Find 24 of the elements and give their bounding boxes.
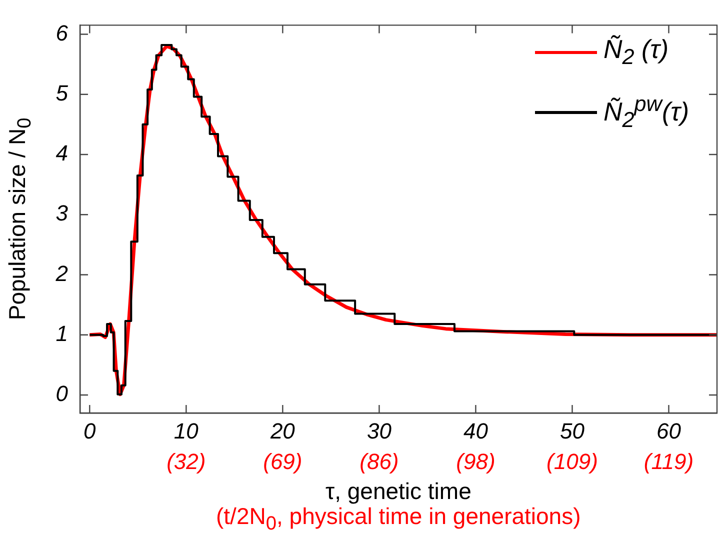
text: (69) (263, 449, 302, 474)
x-tick-label: 30 (366, 418, 392, 444)
x-tick-label: 0 (84, 418, 97, 444)
x-tick-label: 10 (174, 418, 200, 444)
y-tick-label: 0 (56, 381, 69, 406)
x-tick-label: 60 (656, 418, 682, 444)
x-tick-label: 20 (269, 418, 296, 444)
text: (86) (360, 449, 399, 474)
y-tick-label: 5 (56, 80, 69, 106)
y-tick-label: 3 (56, 200, 69, 226)
text: (119) (644, 449, 694, 474)
x-tick-label: 40 (463, 418, 489, 444)
text: (109) (546, 449, 598, 474)
x-axis-title: τ, genetic time (326, 478, 472, 505)
legend-label: Ñ$_{2}$ (τ) (603, 34, 669, 70)
text: (32) (166, 449, 206, 474)
x-tick-label: 50 (560, 418, 586, 444)
y-tick-label: 4 (56, 140, 68, 166)
y-tick-label: 2 (54, 260, 68, 286)
text: (t/2N$_{0}$, physical time in generations) (216, 503, 581, 536)
y-tick-label: 1 (56, 320, 68, 346)
legend-label: Ñ$_{2}$$^{pw}$(τ) (603, 91, 689, 133)
text: (98) (456, 449, 496, 474)
y-tick-label: 6 (56, 20, 69, 46)
